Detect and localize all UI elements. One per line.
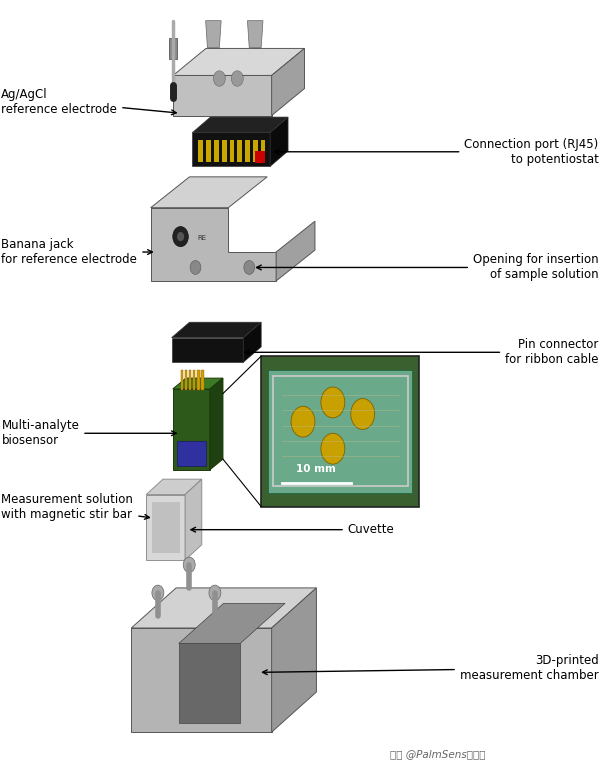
Circle shape — [291, 406, 315, 437]
Text: 知乎 @PalmSens电化学: 知乎 @PalmSens电化学 — [389, 748, 485, 759]
Polygon shape — [151, 176, 267, 207]
Bar — [152, 502, 179, 553]
Text: Connection port (RJ45)
to potentiostat: Connection port (RJ45) to potentiostat — [274, 138, 599, 166]
Bar — [172, 337, 243, 362]
Polygon shape — [173, 75, 272, 115]
Polygon shape — [243, 322, 261, 362]
Polygon shape — [206, 21, 221, 48]
Bar — [268, 370, 412, 493]
Circle shape — [351, 399, 374, 430]
Bar — [185, 371, 187, 390]
Polygon shape — [131, 588, 316, 628]
Polygon shape — [179, 643, 240, 723]
Bar — [237, 140, 242, 162]
Circle shape — [209, 585, 221, 601]
Polygon shape — [146, 495, 185, 560]
Polygon shape — [276, 221, 315, 281]
Polygon shape — [272, 588, 316, 732]
Polygon shape — [172, 322, 261, 337]
Circle shape — [177, 232, 184, 241]
Polygon shape — [261, 356, 419, 506]
Text: Opening for insertion
of sample solution: Opening for insertion of sample solution — [257, 253, 599, 282]
Polygon shape — [270, 117, 288, 166]
Circle shape — [190, 261, 201, 275]
Circle shape — [232, 70, 243, 86]
Bar — [177, 441, 206, 466]
Bar — [273, 376, 407, 487]
Bar — [255, 151, 265, 163]
Text: RE: RE — [197, 235, 206, 241]
Polygon shape — [247, 21, 263, 48]
Circle shape — [321, 387, 345, 418]
Text: Ag/AgCl
reference electrode: Ag/AgCl reference electrode — [1, 87, 176, 115]
Circle shape — [214, 70, 226, 86]
Bar — [210, 48, 217, 74]
Text: Measurement solution
with magnetic stir bar: Measurement solution with magnetic stir … — [1, 492, 149, 521]
Bar — [193, 371, 196, 390]
Bar — [181, 371, 183, 390]
Bar — [260, 140, 265, 162]
Polygon shape — [173, 389, 210, 470]
Polygon shape — [131, 628, 272, 732]
Bar — [193, 132, 270, 166]
Bar — [206, 140, 211, 162]
Bar — [251, 48, 259, 74]
Polygon shape — [185, 479, 202, 560]
Circle shape — [321, 433, 345, 464]
Bar — [202, 371, 204, 390]
Text: Banana jack
for reference electrode: Banana jack for reference electrode — [1, 238, 152, 266]
Circle shape — [173, 227, 188, 247]
Polygon shape — [210, 378, 223, 470]
Polygon shape — [146, 479, 202, 495]
Bar — [230, 140, 235, 162]
Polygon shape — [173, 378, 223, 389]
Bar — [169, 38, 177, 60]
Bar — [199, 140, 203, 162]
Circle shape — [152, 585, 164, 601]
Bar — [189, 371, 191, 390]
Bar — [214, 140, 219, 162]
Bar — [197, 371, 200, 390]
Bar — [222, 140, 227, 162]
Text: Pin connector
for ribbon cable: Pin connector for ribbon cable — [245, 338, 599, 366]
Circle shape — [183, 557, 195, 573]
Text: 10 mm: 10 mm — [296, 464, 337, 474]
Text: Multi-analyte
biosensor: Multi-analyte biosensor — [1, 420, 176, 447]
Polygon shape — [151, 207, 276, 281]
Polygon shape — [179, 603, 285, 643]
Circle shape — [244, 261, 254, 275]
Polygon shape — [272, 49, 304, 115]
Bar — [245, 140, 250, 162]
Polygon shape — [173, 49, 304, 75]
Polygon shape — [193, 117, 288, 132]
Text: 3D-printed
measurement chamber: 3D-printed measurement chamber — [263, 655, 599, 683]
Bar — [253, 140, 257, 162]
Text: Cuvette: Cuvette — [191, 523, 395, 536]
